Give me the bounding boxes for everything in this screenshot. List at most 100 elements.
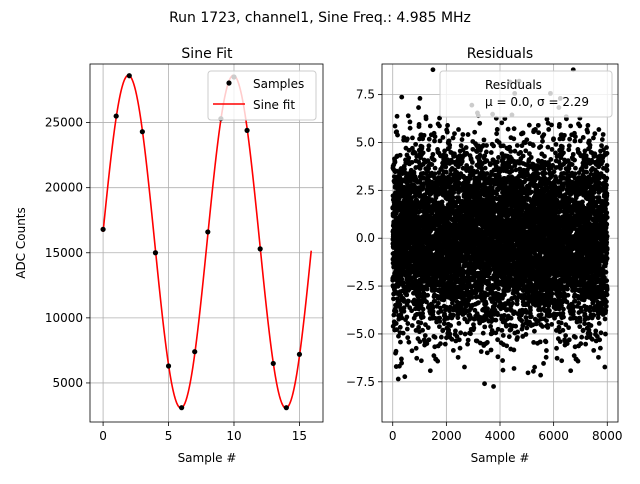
residual-point xyxy=(410,348,415,353)
residual-point xyxy=(398,340,403,345)
sample-point xyxy=(179,405,184,410)
residual-point xyxy=(521,131,526,136)
residual-point xyxy=(428,368,433,373)
residual-point xyxy=(489,348,494,353)
residual-point xyxy=(395,114,400,119)
sine-fit-legend: Samples Sine fit xyxy=(208,71,316,120)
residual-point xyxy=(406,340,411,345)
residual-point xyxy=(405,136,410,141)
residual-point xyxy=(437,324,442,329)
residual-point xyxy=(427,143,432,148)
residual-point xyxy=(491,144,496,149)
residual-point xyxy=(435,359,440,364)
residual-point xyxy=(402,167,407,172)
residual-point xyxy=(470,160,475,165)
residual-point xyxy=(521,154,526,159)
residual-point xyxy=(438,341,443,346)
residual-point xyxy=(489,150,494,155)
residual-point xyxy=(416,105,421,110)
residual-point xyxy=(445,123,450,128)
residual-point xyxy=(460,132,465,137)
residual-point xyxy=(404,292,409,297)
sine-fit-ytick-label: 25000 xyxy=(45,116,83,130)
residual-point xyxy=(511,136,516,141)
residual-point xyxy=(419,358,424,363)
residual-point xyxy=(437,319,442,324)
residual-point xyxy=(468,331,473,336)
residual-point xyxy=(482,137,487,142)
residual-point xyxy=(452,131,457,136)
residual-point xyxy=(420,144,425,149)
residual-point xyxy=(421,150,426,155)
residual-point xyxy=(394,321,399,326)
sample-point xyxy=(244,128,249,133)
residual-point xyxy=(421,307,426,312)
sine-fit-xtick-label: 5 xyxy=(165,429,173,443)
residual-point xyxy=(405,321,410,326)
residual-point xyxy=(437,124,442,129)
residual-point xyxy=(426,166,431,171)
residual-point xyxy=(485,340,490,345)
residual-point xyxy=(453,329,458,334)
residual-point xyxy=(448,323,453,328)
residual-point xyxy=(433,166,438,171)
residual-point xyxy=(398,302,403,307)
residual-point xyxy=(432,139,437,144)
residual-point xyxy=(484,301,489,306)
residual-point xyxy=(515,298,520,303)
residual-point xyxy=(477,121,482,126)
residual-point xyxy=(443,342,448,347)
sample-point xyxy=(114,113,119,118)
residual-point xyxy=(394,309,399,314)
residual-point xyxy=(494,131,499,136)
residual-point xyxy=(431,67,436,72)
sample-point xyxy=(192,349,197,354)
residual-point xyxy=(396,377,401,382)
residual-point xyxy=(499,120,504,125)
sample-point xyxy=(271,361,276,366)
residual-point xyxy=(509,316,514,321)
sine-fit-xlabel: Sample # xyxy=(178,451,237,465)
residual-point xyxy=(510,169,515,174)
legend-sine-fit-label: Sine fit xyxy=(253,98,295,112)
residual-point xyxy=(501,333,506,338)
residual-point xyxy=(420,328,425,333)
residual-point xyxy=(462,365,467,370)
residual-point xyxy=(481,331,486,336)
residual-point xyxy=(444,170,449,175)
residual-point xyxy=(414,356,419,361)
residual-point xyxy=(405,335,410,340)
figure-suptitle: Run 1723, channel1, Sine Freq.: 4.985 MH… xyxy=(169,10,471,26)
residual-point xyxy=(482,324,487,329)
residual-point xyxy=(436,301,441,306)
sample-point xyxy=(205,229,210,234)
residual-point xyxy=(494,318,499,323)
legend-samples-label: Samples xyxy=(253,77,304,91)
residual-point xyxy=(399,361,404,366)
residual-point xyxy=(512,366,517,371)
residual-point xyxy=(513,324,518,329)
residual-point xyxy=(451,313,456,318)
residual-point xyxy=(429,162,434,167)
sine-fit-ylabel: ADC Counts xyxy=(14,207,28,279)
residual-point xyxy=(483,166,488,171)
residual-point xyxy=(512,126,517,131)
residual-point xyxy=(427,137,432,142)
sample-point xyxy=(153,250,158,255)
residual-point xyxy=(399,95,404,100)
residual-point xyxy=(413,142,418,147)
residual-point xyxy=(393,124,398,129)
residual-point xyxy=(464,145,469,150)
residual-point xyxy=(458,346,463,351)
residual-point xyxy=(476,300,481,305)
residual-point xyxy=(418,96,423,101)
sample-point xyxy=(127,73,132,78)
residual-point xyxy=(504,343,509,348)
residual-point xyxy=(418,339,423,344)
residual-point xyxy=(395,133,400,138)
residual-point xyxy=(410,323,415,328)
residual-point xyxy=(404,315,409,320)
residual-point xyxy=(451,195,456,200)
residual-point xyxy=(425,287,430,292)
sine-fit-xtick-label: 0 xyxy=(99,429,107,443)
